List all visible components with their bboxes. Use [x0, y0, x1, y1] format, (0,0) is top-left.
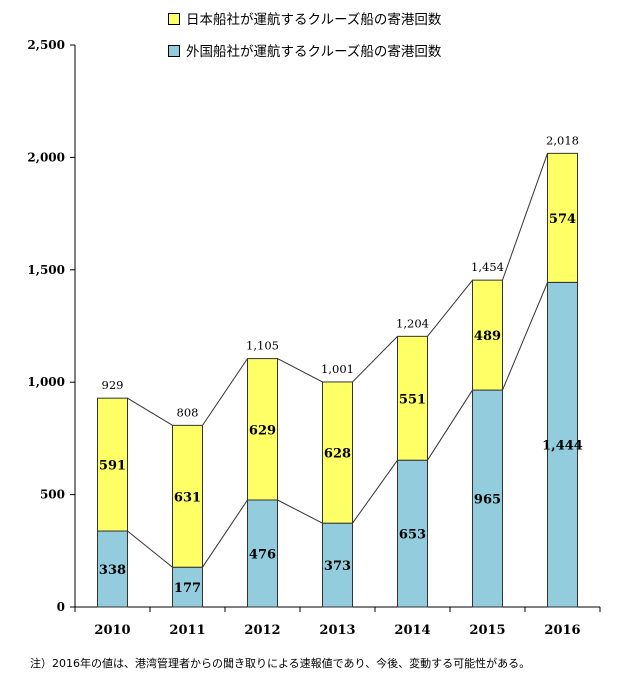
legend-item-foreign: 外国船社が運航するクルーズ船の寄港回数 — [168, 40, 441, 60]
stacked-bar-chart: 0 500 1,000 1,500 2,000 2,500 338 591 929 2010 177… — [27, 38, 601, 638]
data-label-foreign: 965 — [474, 493, 501, 508]
connector-line-lower — [277, 499, 323, 524]
data-label-japan: 631 — [174, 490, 201, 505]
legend-swatch-japan — [168, 13, 180, 25]
total-label: 1,001 — [321, 362, 354, 376]
x-tick-label: 2011 — [169, 623, 205, 638]
data-label-japan: 551 — [399, 392, 426, 407]
x-tick-label: 2013 — [319, 623, 355, 638]
legend-label-japan: 日本船社が運航するクルーズ船の寄港回数 — [186, 12, 442, 28]
x-tick-label: 2014 — [394, 623, 430, 638]
bar-foreign — [547, 281, 578, 608]
total-label: 929 — [102, 378, 124, 392]
connector-line-lower — [352, 459, 398, 524]
bar-japan — [472, 279, 503, 391]
total-label: 2,018 — [546, 133, 579, 147]
total-label: 1,454 — [471, 260, 504, 274]
y-tick-label: 2,000 — [27, 150, 65, 164]
bar-japan — [247, 358, 278, 501]
bar-foreign — [97, 530, 128, 608]
data-label-foreign: 373 — [324, 559, 351, 574]
data-label-japan: 574 — [549, 212, 576, 227]
x-tick-label: 2015 — [469, 623, 505, 638]
x-tick-label: 2012 — [244, 623, 280, 638]
data-label-foreign: 1,444 — [542, 439, 583, 454]
bar-foreign — [397, 459, 428, 608]
total-label: 808 — [177, 405, 199, 419]
connector-line-total — [277, 358, 323, 383]
bar-foreign — [247, 499, 278, 608]
connector-line-total — [427, 279, 473, 337]
y-tick-label: 1,000 — [27, 375, 65, 389]
footnote: 注）2016年の値は、港湾管理者からの聞き取りによる速報値であり、今後、変動する… — [30, 657, 531, 670]
y-tick-label: 2,500 — [27, 38, 65, 52]
bar-japan — [322, 381, 353, 524]
y-tick-label: 1,500 — [27, 263, 65, 277]
connector-line-lower — [127, 530, 173, 568]
bar-japan — [397, 335, 428, 461]
legend-label-foreign: 外国船社が運航するクルーズ船の寄港回数 — [186, 44, 442, 60]
connector-line-lower — [427, 389, 473, 461]
x-tick-label: 2010 — [94, 623, 130, 638]
legend-swatch-foreign — [168, 45, 180, 57]
data-label-japan: 628 — [324, 447, 351, 462]
data-label-japan: 629 — [249, 423, 276, 438]
x-tick-label: 2016 — [544, 623, 580, 638]
bar-foreign — [322, 522, 353, 608]
data-label-foreign: 338 — [99, 563, 126, 578]
bar-japan — [547, 152, 578, 283]
connector-line-lower — [502, 282, 548, 391]
data-label-foreign: 653 — [399, 528, 426, 543]
y-tick-label: 0 — [57, 600, 65, 614]
y-tick-label: 500 — [40, 488, 65, 502]
bar-japan — [97, 397, 128, 532]
data-label-japan: 489 — [474, 329, 501, 344]
data-label-foreign: 476 — [249, 547, 276, 562]
connector-line-total — [502, 153, 548, 281]
data-label-japan: 591 — [99, 459, 126, 474]
connector-line-lower — [202, 499, 248, 568]
connector-line-total — [352, 335, 398, 383]
connector-line-total — [127, 397, 173, 426]
total-label: 1,105 — [246, 339, 279, 353]
bar-japan — [172, 424, 203, 568]
legend-item-japan: 日本船社が運航するクルーズ船の寄港回数 — [168, 8, 441, 28]
data-label-foreign: 177 — [174, 581, 201, 596]
connector-line-total — [202, 358, 248, 426]
total-label: 1,204 — [396, 316, 429, 330]
